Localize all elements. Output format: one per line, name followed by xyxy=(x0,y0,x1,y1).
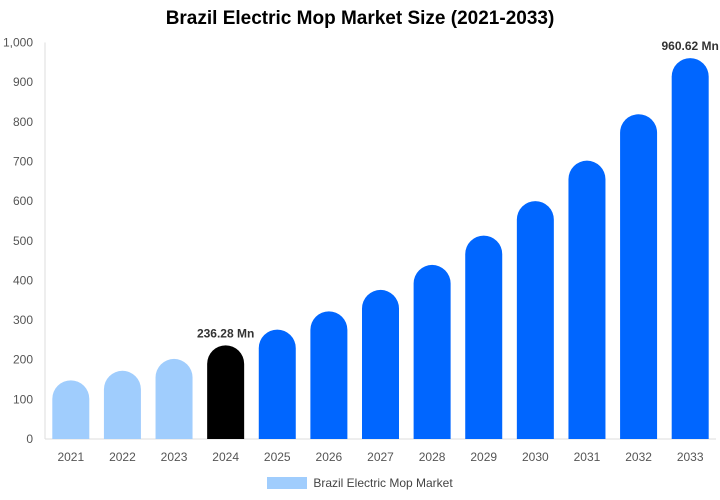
x-tick-label: 2033 xyxy=(677,450,704,464)
bar-2032 xyxy=(620,114,658,439)
y-tick-label: 900 xyxy=(13,75,33,89)
y-tick-label: 800 xyxy=(13,115,33,129)
bar-2026 xyxy=(310,311,348,439)
bar-2028 xyxy=(413,264,451,439)
y-tick-label: 0 xyxy=(26,432,33,446)
bar-2027 xyxy=(362,289,399,439)
data-label: 960.62 Mn xyxy=(662,39,719,53)
bar-2025 xyxy=(258,329,296,439)
y-tick-label: 1,000 xyxy=(3,36,33,50)
data-label: 236.28 Mn xyxy=(197,326,254,340)
y-tick-label: 700 xyxy=(13,154,33,168)
x-tick-label: 2029 xyxy=(470,450,497,464)
legend: Brazil Electric Mop Market xyxy=(0,476,720,490)
bar-2023 xyxy=(155,358,193,439)
bar-2024 xyxy=(207,345,245,439)
bar-2021 xyxy=(52,380,90,439)
y-tick-label: 300 xyxy=(13,313,33,327)
x-tick-label: 2026 xyxy=(316,450,343,464)
y-tick-label: 200 xyxy=(13,353,33,367)
x-tick-label: 2021 xyxy=(57,450,84,464)
bar-2031 xyxy=(568,160,606,440)
legend-swatch xyxy=(267,477,308,489)
x-tick-label: 2024 xyxy=(212,450,239,464)
bar-2033 xyxy=(671,58,709,440)
y-tick-label: 400 xyxy=(13,273,33,287)
x-tick-label: 2025 xyxy=(264,450,291,464)
bar-2030 xyxy=(516,201,554,439)
y-tick-label: 500 xyxy=(13,234,33,248)
x-tick-label: 2030 xyxy=(522,450,549,464)
y-tick-label: 600 xyxy=(13,194,33,208)
x-tick-label: 2027 xyxy=(367,450,394,464)
x-tick-label: 2032 xyxy=(625,450,652,464)
bar-2022 xyxy=(103,370,141,439)
bar-2029 xyxy=(465,235,503,439)
x-tick-label: 2031 xyxy=(574,450,601,464)
y-tick-label: 100 xyxy=(13,392,33,406)
x-tick-label: 2028 xyxy=(419,450,446,464)
x-tick-label: 2023 xyxy=(161,450,188,464)
legend-label: Brazil Electric Mop Market xyxy=(313,476,453,490)
x-tick-label: 2022 xyxy=(109,450,136,464)
chart-title: Brazil Electric Mop Market Size (2021-20… xyxy=(165,8,555,29)
